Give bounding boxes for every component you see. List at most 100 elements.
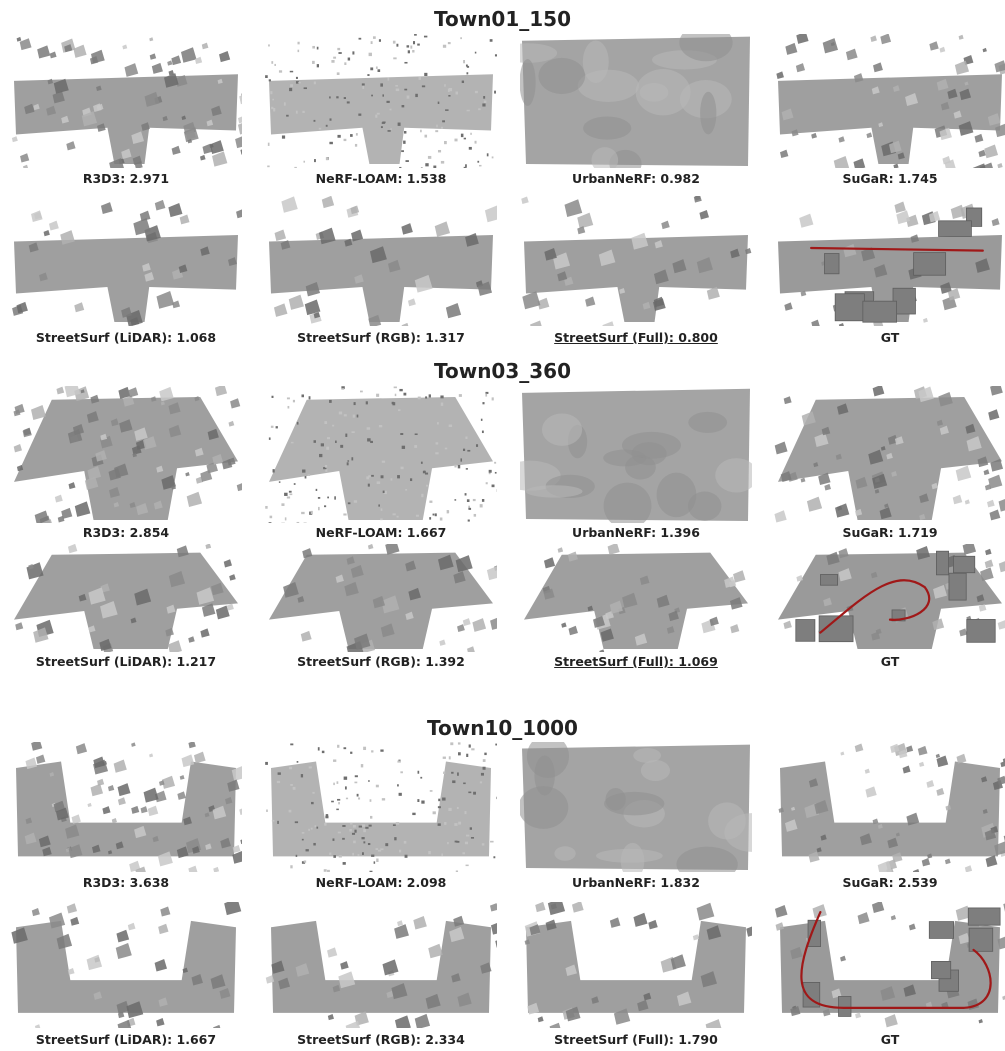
point-sample (370, 67, 374, 71)
surface-fragment (778, 807, 784, 813)
surface-fragment (212, 151, 228, 167)
render-canvas (11, 36, 242, 168)
reconstruction-render (10, 544, 242, 652)
surface-fragment (16, 301, 28, 314)
point-sample (376, 112, 380, 115)
surface-fragment (830, 41, 835, 47)
surface-fragment (953, 110, 962, 119)
point-sample (467, 519, 470, 522)
surface-fragment (113, 759, 127, 773)
point-sample (392, 402, 396, 406)
surface-fragment (194, 396, 200, 402)
point-sample (395, 85, 398, 87)
surface-fragment (368, 314, 382, 326)
surface-fragment (976, 594, 985, 603)
surface-fragment (81, 111, 98, 127)
reconstruction-render (265, 544, 497, 652)
surface-fragment (397, 920, 403, 927)
point-sample (466, 499, 470, 502)
reconstruction-render (265, 742, 497, 872)
surface-fragment (321, 196, 335, 209)
point-sample (284, 492, 288, 496)
point-sample (336, 808, 339, 811)
point-sample (398, 409, 401, 412)
surface-fragment (598, 249, 616, 267)
surface-fragment (405, 611, 414, 620)
surface-fragment (61, 507, 73, 519)
surface-fragment (700, 971, 717, 988)
surface-patch (534, 755, 555, 796)
section-title: Town01_150 (433, 7, 572, 31)
surface-fragment (872, 473, 888, 489)
surface-fragment (438, 554, 454, 571)
surface-fragment (33, 103, 40, 111)
point-sample (336, 781, 339, 784)
point-sample (368, 824, 372, 827)
point-sample (336, 72, 340, 76)
surface-fragment (637, 999, 649, 1012)
surface-fragment (998, 561, 1005, 573)
point-sample (350, 822, 353, 825)
point-sample (315, 488, 318, 491)
point-sample (392, 513, 396, 516)
surface-fragment (64, 386, 81, 398)
surface-fragment (66, 903, 78, 914)
surface-fragment (490, 903, 497, 912)
point-sample (317, 747, 320, 751)
surface-fragment (790, 1005, 801, 1017)
surface-fragment (200, 154, 206, 161)
point-sample (312, 45, 316, 49)
point-sample (286, 114, 289, 117)
point-sample (324, 822, 327, 826)
method-caption: R3D3: 3.638 (82, 875, 170, 890)
point-sample (387, 77, 390, 81)
surface-fragment (236, 483, 242, 492)
surface-fragment (577, 212, 594, 229)
surface-fragment (156, 291, 175, 309)
point-sample (405, 489, 408, 491)
point-sample (345, 797, 349, 800)
surface-fragment (868, 449, 884, 465)
surface-fragment (214, 386, 228, 397)
surface-patch (633, 748, 662, 763)
building-block (838, 996, 852, 1017)
surface-patch (679, 34, 733, 62)
point-sample (351, 431, 355, 433)
surface-fragment (100, 433, 108, 441)
point-sample (352, 51, 355, 55)
surface-fragment (938, 391, 953, 407)
surface-fragment (133, 218, 151, 236)
point-sample (357, 854, 360, 856)
surface-fragment (180, 47, 197, 63)
point-sample (491, 397, 494, 401)
surface-fragment (871, 902, 885, 914)
surface-fragment (947, 288, 961, 301)
surface-shape (269, 235, 493, 322)
surface-fragment (916, 545, 930, 560)
reconstruction-render (520, 34, 752, 168)
surface-fragment (543, 588, 555, 600)
method-caption: R3D3: 2.971 (82, 171, 170, 186)
surface-fragment (984, 484, 992, 491)
surface-fragment (808, 778, 819, 788)
point-sample (345, 433, 348, 437)
surface-fragment (602, 321, 614, 326)
surface-fragment (405, 560, 417, 572)
point-sample (376, 481, 381, 484)
surface-fragment (653, 296, 665, 308)
point-sample (297, 49, 300, 53)
surface-fragment (88, 587, 106, 605)
surface-fragment (182, 967, 188, 974)
surface-fragment (48, 220, 59, 231)
surface-fragment (874, 489, 880, 494)
surface-fragment (865, 786, 877, 798)
building-block (967, 907, 1001, 926)
surface-fragment (871, 631, 881, 641)
point-sample (347, 460, 350, 462)
point-sample (480, 772, 484, 776)
surface-fragment (176, 846, 189, 859)
surface-fragment (367, 544, 374, 550)
surface-fragment (853, 158, 866, 168)
surface-fragment (537, 297, 550, 310)
surface-fragment (168, 571, 186, 588)
